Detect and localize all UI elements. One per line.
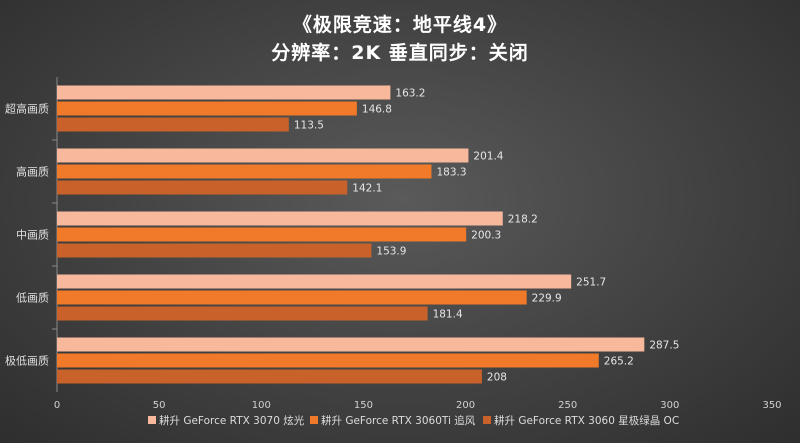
bar	[57, 337, 645, 352]
x-tick-label: 150	[354, 400, 373, 411]
data-label: 287.5	[649, 340, 679, 352]
data-label: 251.7	[576, 277, 606, 289]
bar	[57, 274, 572, 289]
category-label: 超高画质	[5, 102, 49, 116]
bar	[57, 211, 503, 226]
bar	[57, 353, 599, 368]
chart-title: 《极限竞速：地平线4》	[292, 14, 508, 36]
data-label: 208	[487, 372, 507, 384]
data-label: 229.9	[532, 293, 562, 305]
bar	[57, 117, 289, 132]
x-tick-label: 300	[660, 400, 679, 411]
data-label: 113.5	[294, 120, 324, 132]
x-tick-label: 250	[558, 400, 577, 411]
category-label: 中画质	[16, 229, 49, 242]
legend-swatch	[148, 416, 156, 424]
chart-subtitle: 分辨率：2K 垂直同步：关闭	[271, 42, 529, 64]
data-label: 200.3	[471, 230, 501, 242]
legend-label: 耕升 GeForce RTX 3070 炫光	[159, 414, 305, 427]
x-tick-label: 200	[456, 400, 475, 411]
bar	[57, 164, 432, 179]
bar	[57, 306, 428, 321]
x-tick-label: 100	[252, 400, 271, 411]
data-label: 183.3	[436, 167, 466, 179]
x-tick-label: 0	[54, 400, 60, 411]
category-label: 低画质	[16, 292, 49, 305]
bar	[57, 101, 357, 116]
data-label: 218.2	[508, 214, 538, 226]
data-label: 142.1	[352, 183, 382, 195]
data-label: 163.2	[395, 88, 425, 100]
category-label: 极低画质	[5, 354, 49, 368]
legend-swatch	[483, 416, 491, 424]
data-label: 201.4	[473, 151, 503, 163]
legend-swatch	[310, 416, 318, 424]
bar	[57, 180, 348, 195]
x-tick-label: 50	[153, 400, 166, 411]
data-label: 265.2	[604, 356, 634, 368]
bar	[57, 290, 527, 305]
category-label: 高画质	[16, 165, 49, 179]
x-tick-label: 350	[762, 400, 781, 411]
legend-label: 耕升 GeForce RTX 3060 星极绿晶 OC	[494, 414, 679, 427]
data-label: 146.8	[362, 104, 392, 116]
bar	[57, 243, 372, 258]
bar	[57, 85, 391, 100]
data-label: 181.4	[433, 309, 463, 321]
bar	[57, 227, 467, 242]
bar	[57, 369, 482, 384]
legend-label: 耕升 GeForce RTX 3060Ti 追风	[321, 414, 476, 427]
bar	[57, 148, 469, 163]
data-label: 153.9	[376, 246, 406, 258]
